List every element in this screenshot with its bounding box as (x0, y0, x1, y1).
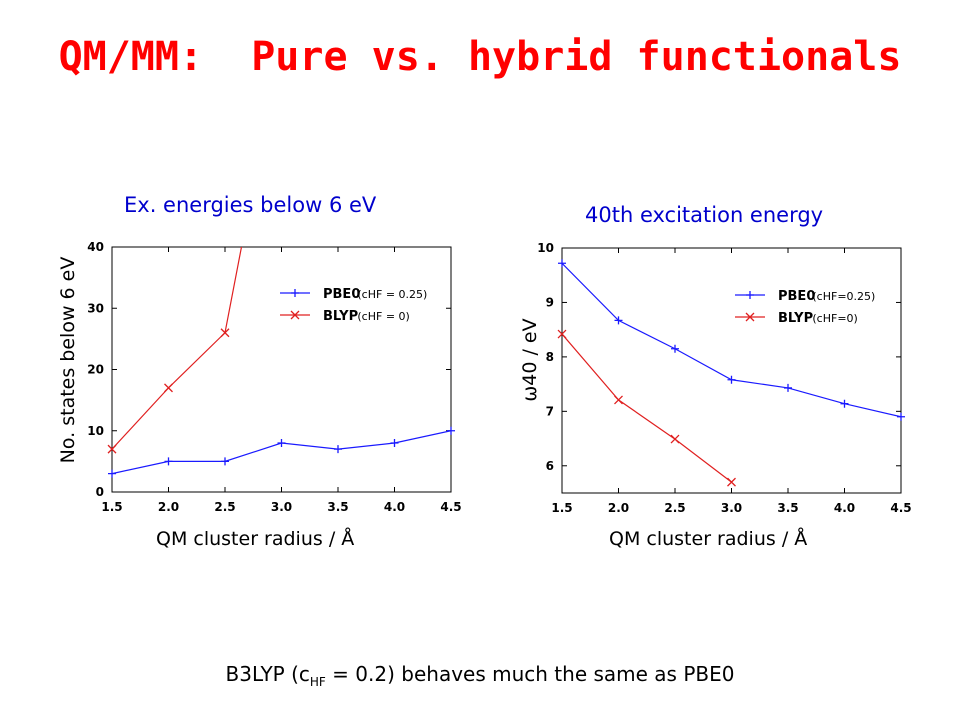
legend-marker (745, 312, 755, 322)
series-line (562, 333, 732, 483)
y-tick-label: 10 (537, 241, 554, 255)
left-x-axis-label: QM cluster radius / Å (156, 528, 355, 550)
data-point (614, 395, 623, 405)
x-tick-label: 2.5 (664, 501, 685, 515)
data-point (220, 328, 230, 338)
data-point (221, 457, 229, 466)
x-tick-label: 4.5 (440, 500, 461, 514)
legend-marker (746, 291, 754, 299)
data-point (108, 469, 116, 478)
footer-subscript: HF (309, 675, 326, 689)
legend-marker (290, 310, 300, 320)
x-tick-label: 2.5 (214, 500, 235, 514)
right-x-axis-label: QM cluster radius / Å (609, 528, 808, 550)
legend-marker (291, 289, 299, 297)
legend-note: (cHF = 0) (357, 310, 409, 323)
x-tick-label: 3.0 (271, 500, 292, 514)
y-tick-label: 40 (87, 240, 104, 254)
x-tick-label: 4.5 (890, 501, 911, 515)
y-tick-label: 7 (546, 404, 554, 418)
data-point (557, 329, 567, 339)
y-tick-label: 0 (96, 485, 104, 499)
x-tick-label: 3.5 (327, 500, 348, 514)
data-point (784, 383, 792, 392)
data-point (727, 477, 736, 487)
series-pbe0: PBE0(cHF = 0.25) (108, 287, 455, 478)
series-blyp: BLYP (cHF = 0) (107, 247, 410, 454)
x-tick-label: 2.0 (608, 501, 629, 515)
y-axis-label: No. states below 6 eV (57, 257, 79, 464)
plot-frame (111, 246, 452, 493)
legend-label: PBE0 (323, 287, 360, 302)
y-tick-label: 8 (546, 350, 554, 364)
right-chart-title: 40th excitation energy (585, 203, 824, 227)
legend-note: (cHF=0) (812, 312, 857, 325)
data-point (614, 316, 623, 325)
data-point (390, 439, 399, 447)
data-point (897, 412, 905, 421)
data-point (840, 399, 849, 408)
series-line (112, 430, 451, 475)
data-point (727, 375, 736, 384)
data-point (670, 434, 680, 444)
legend-label: BLYP (323, 309, 358, 324)
series-blyp: BLYP (cHF=0) (557, 311, 858, 487)
y-axis-label: ω40 / eV (519, 318, 541, 401)
y-tick-label: 6 (546, 459, 554, 473)
x-tick-label: 4.0 (834, 501, 855, 515)
data-point (164, 457, 173, 466)
plot-frame (561, 247, 902, 494)
y-tick-label: 10 (87, 424, 104, 438)
data-point (558, 259, 566, 268)
footer-note: B3LYP (cHF = 0.2) behaves much the same … (0, 662, 960, 689)
data-point (164, 383, 173, 393)
legend-label: BLYP (778, 311, 813, 326)
slide-title: QM/MM: Pure vs. hybrid functionals (58, 34, 902, 80)
data-point (334, 445, 342, 454)
footer-prefix: B3LYP (c (225, 662, 310, 686)
x-tick-label: 3.5 (777, 501, 798, 515)
x-tick-label: 2.0 (158, 500, 179, 514)
x-tick-label: 1.5 (101, 500, 122, 514)
legend-label: PBE0 (778, 289, 815, 304)
x-tick-label: 1.5 (551, 501, 572, 515)
legend-note: (cHF=0.25) (812, 290, 875, 303)
data-point (107, 444, 117, 454)
y-tick-label: 30 (87, 301, 104, 315)
legend-note: (cHF = 0.25) (357, 288, 427, 301)
series-pbe0: PBE0(cHF=0.25) (558, 259, 905, 421)
series-line (112, 247, 243, 450)
data-point (277, 439, 286, 447)
left-chart-title: Ex. energies below 6 eV (124, 193, 377, 217)
data-point (447, 426, 455, 435)
x-tick-label: 4.0 (384, 500, 405, 514)
data-point (671, 344, 679, 353)
footer-suffix: = 0.2) behaves much the same as PBE0 (325, 662, 735, 686)
chart-left: 1.5 2.0 2.5 3.0 3.5 4.0 4.5 0 10 20 30 40 No. states… (57, 240, 462, 514)
x-tick-label: 3.0 (721, 501, 742, 515)
y-tick-label: 9 (546, 295, 554, 309)
y-tick-label: 20 (87, 363, 104, 377)
